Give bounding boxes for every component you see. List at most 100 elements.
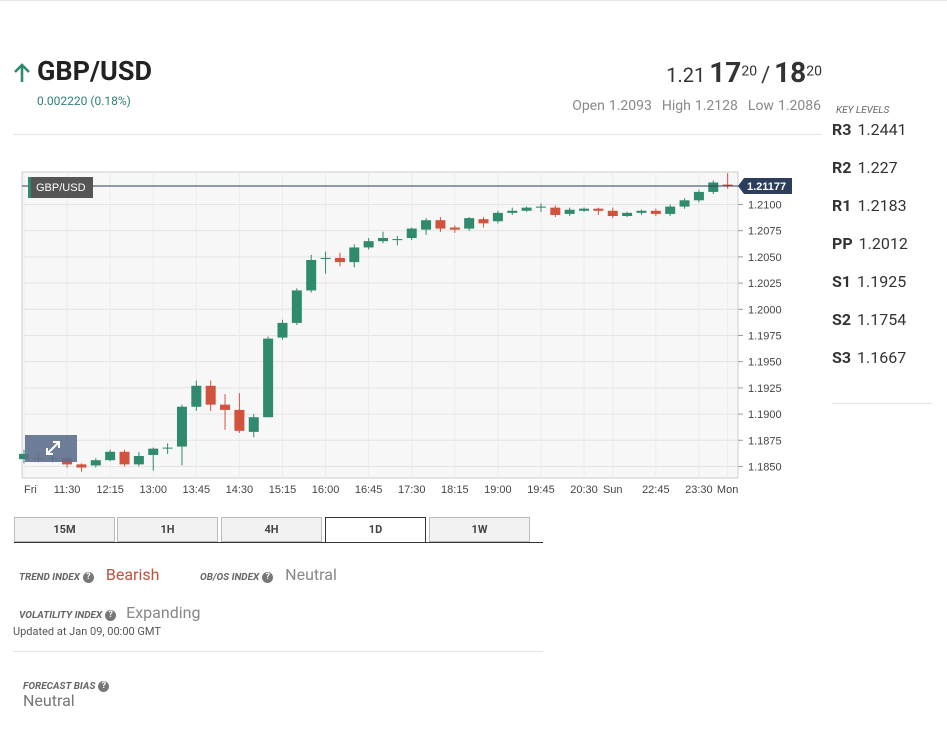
candle-body	[378, 238, 388, 242]
stat-value: 1.2128	[694, 98, 738, 114]
symbol-tag: GBP/USD	[36, 182, 86, 194]
candle-body	[90, 460, 101, 466]
candle-body	[464, 218, 475, 229]
candle-body	[535, 206, 546, 208]
level-label: S1	[832, 272, 852, 291]
candle-body	[76, 464, 87, 468]
x-tick-label: 19:00	[484, 484, 512, 496]
key-level: R1 1.2183	[832, 196, 907, 215]
stat-label: Low	[747, 98, 774, 114]
change: 0.002220 (0.18%)	[37, 94, 131, 108]
x-tick-label: 20:30	[570, 484, 598, 496]
y-tick-label: 1.1900	[748, 409, 782, 421]
y-tick-label: 1.1950	[748, 357, 782, 369]
up-arrow	[14, 63, 30, 82]
candle-body	[421, 220, 432, 230]
candle-body	[579, 208, 590, 211]
level-value: 1.2183	[857, 196, 907, 215]
candle-body	[119, 451, 130, 465]
candle-body	[320, 257, 331, 259]
x-tick-label: 16:00	[312, 484, 340, 496]
price-tag-bg	[738, 177, 792, 194]
expand-button[interactable]	[25, 435, 77, 462]
help-icon[interactable]: ?	[105, 610, 117, 621]
key-level: R2 1.227	[832, 158, 898, 177]
candle-body	[277, 322, 288, 338]
separator: /	[761, 63, 771, 88]
candle-body	[679, 200, 690, 207]
stat: Low 1.2086	[748, 98, 821, 114]
key-level: R3 1.2441	[832, 120, 907, 139]
current-price-label: 1.21177	[747, 181, 786, 193]
timeframe-tab[interactable]: 1H	[117, 517, 218, 542]
candle-body	[593, 208, 604, 211]
level-label: R2	[832, 158, 852, 177]
x-tick-label: 17:30	[398, 484, 426, 496]
candle-body	[176, 406, 187, 447]
key-levels-title: KEY LEVELS	[836, 105, 890, 116]
timeframe-tab[interactable]: 4H	[221, 517, 322, 542]
candle-body	[162, 447, 173, 449]
x-tick-label: Mon	[717, 484, 738, 496]
candle-body	[507, 210, 518, 213]
candle-body	[248, 417, 259, 432]
x-tick-label: 11:30	[54, 484, 81, 496]
x-tick-label: 22:45	[642, 484, 670, 496]
updated: Updated at Jan 09, 00:00 GMT	[13, 625, 161, 638]
value: Expanding	[126, 603, 201, 622]
candle-body	[449, 227, 460, 230]
candle-body	[636, 210, 647, 213]
key-level: S3 1.1667	[832, 348, 906, 367]
level-label: R3	[832, 120, 852, 139]
y-tick-label: 1.1875	[748, 435, 782, 447]
level-label: R1	[832, 196, 852, 215]
x-tick-label: 13:45	[183, 484, 211, 496]
label: TREND INDEX	[19, 572, 80, 583]
key-level: S2 1.1754	[832, 310, 906, 329]
rule	[13, 134, 822, 135]
candle-body	[334, 257, 345, 263]
plot-area	[21, 171, 739, 479]
candle-body	[406, 228, 417, 239]
y-tick-label: 1.1925	[748, 383, 782, 395]
timeframe-tab[interactable]: 1W	[429, 517, 530, 542]
stat-label: Open	[572, 98, 605, 114]
bid-big: 1.21	[666, 63, 706, 87]
y-tick-label: 1.2100	[748, 199, 782, 211]
level-value: 1.227	[857, 158, 898, 177]
help-icon[interactable]: ?	[262, 572, 274, 583]
stats: Open 1.2093 High 1.2128 Low 1.2086	[562, 98, 821, 114]
symbol-tag-accent	[28, 177, 31, 198]
x-tick-label: 12:15	[96, 484, 124, 496]
x-tick-label: Fri	[24, 484, 37, 496]
timeframe-tab[interactable]: 1D	[325, 517, 426, 543]
level-value: 1.2441	[857, 120, 907, 139]
obos-index: OB/OS INDEX? Neutral	[200, 565, 337, 584]
candle-body	[19, 453, 29, 460]
candle-body	[205, 385, 216, 405]
help-icon[interactable]: ?	[98, 681, 110, 692]
x-tick-label: 14:30	[226, 484, 254, 496]
value: Bearish	[105, 565, 160, 584]
level-value: 1.1667	[857, 348, 907, 367]
rule	[13, 651, 543, 652]
timeframe-tab[interactable]: 15M	[14, 517, 115, 542]
symbol-title: GBP/USD	[37, 55, 153, 87]
ask-fraction: 20	[806, 63, 822, 80]
level-label: PP	[832, 234, 853, 253]
value: Neutral	[285, 565, 337, 584]
candle-body	[291, 290, 302, 323]
x-tick-label: 19:45	[527, 484, 555, 496]
label: VOLATILITY INDEX	[19, 610, 103, 621]
bid-fraction: 20	[741, 63, 758, 80]
candle-body	[521, 207, 532, 211]
candle-body	[349, 247, 360, 263]
candle-body	[722, 184, 733, 186]
help-icon[interactable]: ?	[82, 572, 94, 583]
ask-pips: 18	[774, 56, 807, 89]
symbol-tag-bg	[28, 177, 93, 198]
candle-body	[665, 206, 676, 214]
candle-body	[478, 219, 489, 224]
candle-body	[650, 210, 661, 214]
